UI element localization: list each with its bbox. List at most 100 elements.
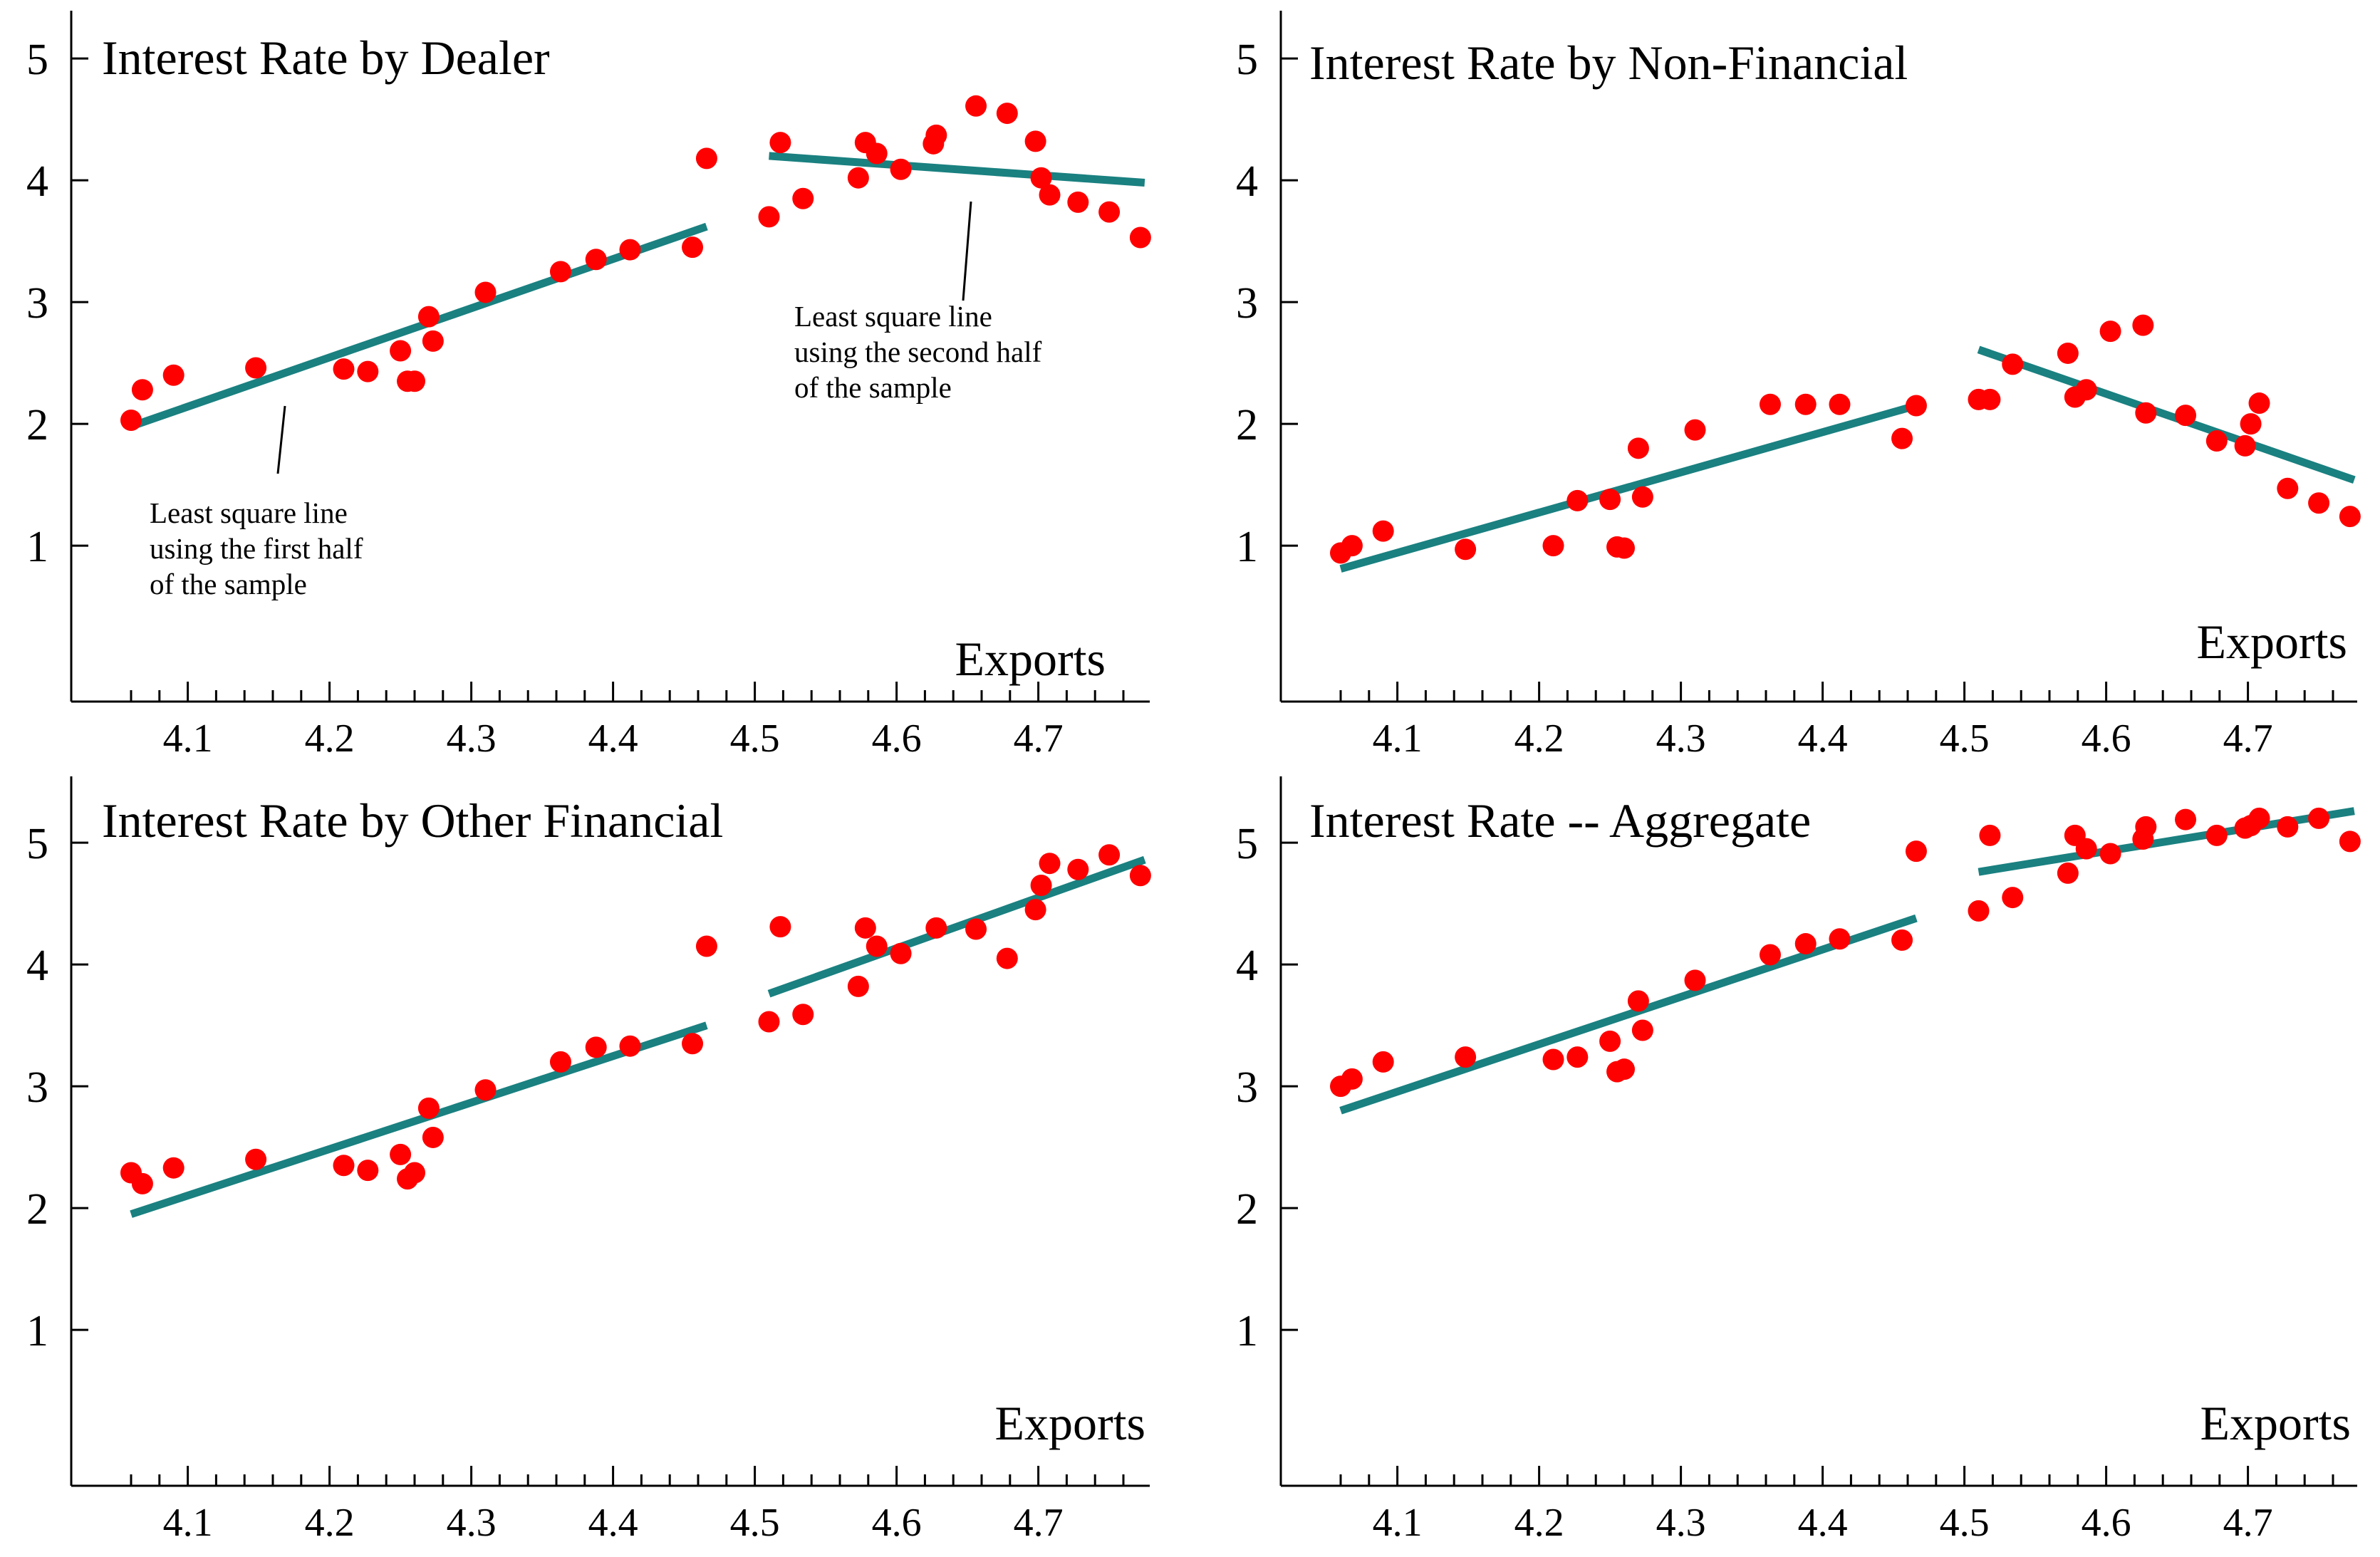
y-tick-label: 4	[1236, 942, 1258, 990]
data-point	[1542, 535, 1564, 557]
data-point	[1631, 486, 1653, 508]
annotation-second-half: Least square line using the second half …	[794, 201, 1042, 404]
data-point	[1129, 226, 1151, 249]
annotation-line: using the second half	[794, 335, 1042, 368]
data-point	[695, 147, 717, 170]
data-point	[1030, 167, 1052, 189]
y-tick-label: 1	[26, 1307, 48, 1355]
data-point	[1613, 1058, 1635, 1080]
data-point	[1039, 184, 1061, 206]
x-tick-label: 4.6	[872, 1501, 922, 1545]
data-point	[549, 261, 571, 283]
data-point	[2002, 353, 2024, 375]
data-point	[120, 409, 142, 431]
data-point	[1979, 824, 2001, 846]
x-tick-label: 4.1	[163, 717, 213, 761]
data-point	[1024, 899, 1046, 921]
x-tick-label: 4.3	[1656, 1501, 1706, 1545]
fit-line	[767, 855, 1146, 998]
data-point	[2057, 342, 2079, 364]
x-tick-label: 4.5	[730, 717, 780, 761]
data-point	[1627, 437, 1649, 459]
data-point	[2175, 405, 2197, 427]
x-tick-label: 4.7	[1014, 717, 1064, 761]
x-axis-label: Exports	[2200, 1396, 2351, 1450]
data-point	[1684, 969, 1706, 991]
data-point	[890, 158, 912, 180]
data-point	[2277, 816, 2299, 838]
data-point	[585, 249, 607, 271]
panel-title: Interest Rate by Dealer	[102, 31, 550, 85]
data-point	[2308, 492, 2330, 514]
annotation-line: Least square line	[794, 300, 992, 333]
data-point	[1372, 520, 1394, 542]
data-point	[1759, 393, 1781, 415]
panel-non-financial: Interest Rate by Non-Financial Exports 1…	[1236, 11, 2361, 761]
x-tick-label: 4.5	[730, 1501, 780, 1545]
data-point	[866, 935, 888, 957]
x-tick-label: 4.5	[1940, 1501, 1990, 1545]
data-point	[357, 1160, 379, 1182]
y-tick-label: 4	[1236, 157, 1258, 206]
data-point	[2075, 838, 2097, 860]
x-tick-label: 4.6	[872, 717, 922, 761]
data-point	[2248, 392, 2270, 415]
data-point	[1067, 858, 1089, 880]
data-point	[585, 1036, 607, 1058]
panel-title: Interest Rate -- Aggregate	[1309, 793, 1811, 848]
x-tick-label: 4.2	[1514, 717, 1564, 761]
data-point	[1098, 201, 1121, 223]
data-point	[1542, 1048, 1564, 1071]
x-tick-label: 4.1	[1373, 717, 1423, 761]
data-point	[2057, 862, 2079, 884]
data-point	[131, 1172, 153, 1194]
fit-line	[769, 152, 1145, 187]
y-tick-label: 3	[1236, 279, 1258, 328]
x-tick-label: 4.4	[588, 1501, 638, 1545]
data-point	[2277, 477, 2299, 499]
data-point	[847, 975, 869, 997]
data-point	[758, 1011, 780, 1033]
x-tick-label: 4.7	[2223, 717, 2273, 761]
data-point	[1599, 1030, 1621, 1052]
fit-line	[1339, 402, 1918, 573]
x-tick-label: 4.2	[1514, 1501, 1564, 1545]
data-point	[619, 239, 641, 261]
data-point	[422, 1126, 444, 1148]
data-point	[1684, 419, 1706, 441]
data-point	[2234, 434, 2256, 457]
x-axis-label: Exports	[2196, 615, 2347, 669]
data-point	[2099, 843, 2121, 865]
data-point	[769, 132, 791, 154]
data-point	[1613, 537, 1635, 559]
data-point	[2205, 430, 2228, 452]
data-point	[1024, 130, 1046, 152]
data-point	[1455, 538, 1477, 561]
data-point	[1759, 944, 1781, 966]
data-point	[245, 357, 267, 379]
data-point	[965, 918, 987, 940]
y-tick-label: 1	[1236, 1307, 1258, 1355]
data-point	[474, 1079, 497, 1101]
x-tick-label: 4.3	[1656, 717, 1706, 761]
data-point	[245, 1148, 267, 1170]
data-point	[866, 142, 888, 165]
data-point	[769, 916, 791, 938]
data-point	[682, 236, 704, 259]
data-point	[2175, 808, 2197, 830]
data-point	[2075, 379, 2097, 401]
data-point	[1829, 393, 1851, 415]
fit-line	[130, 1021, 708, 1218]
annotation-first-half: Least square line using the first half o…	[150, 405, 363, 600]
data-point	[390, 340, 412, 362]
data-point	[333, 358, 355, 380]
data-point	[1067, 191, 1089, 213]
data-point	[925, 124, 947, 146]
data-point	[162, 364, 185, 386]
data-point	[357, 360, 379, 382]
data-point	[1039, 853, 1061, 875]
y-tick-label: 5	[26, 36, 48, 84]
data-point	[549, 1051, 571, 1073]
data-point	[333, 1155, 355, 1177]
data-point	[162, 1157, 185, 1179]
